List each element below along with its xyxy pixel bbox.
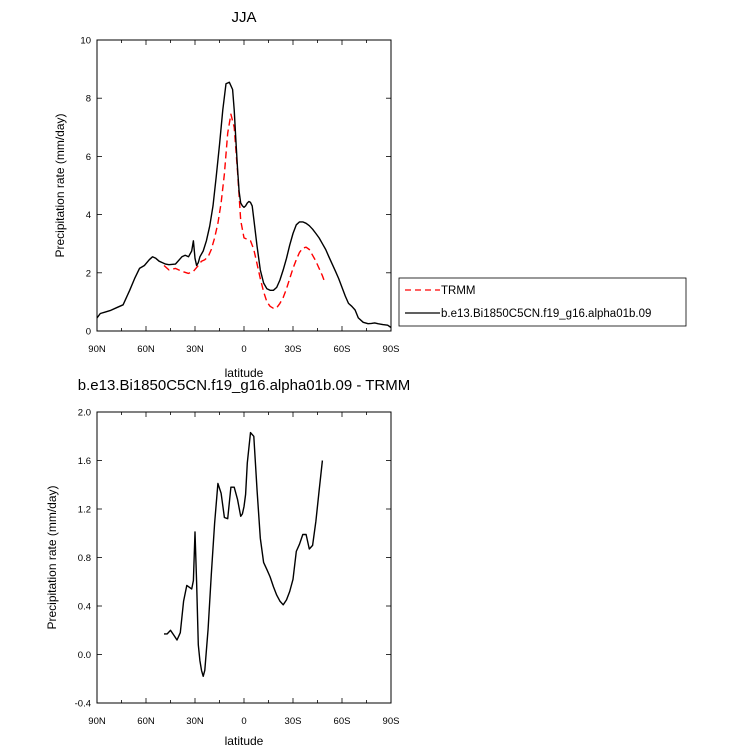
y-tick-label: 10 <box>80 36 91 47</box>
x-tick-label: 30N <box>186 716 204 727</box>
legend: TRMM b.e13.Bi1850C5CN.f19_g16.alpha01b.0… <box>398 277 687 327</box>
y-tick-label: 0.4 <box>78 602 91 613</box>
y-tick-label: 1.2 <box>78 505 91 516</box>
series-line-model <box>96 81 392 329</box>
plot-frame <box>96 411 392 704</box>
x-tick-label: 0 <box>241 716 246 727</box>
x-tick-label: 0 <box>241 344 246 355</box>
y-ticks: -0.4 0.0 0.4 0.8 1.2 1.6 2.0 <box>75 408 391 710</box>
y-tick-label: -0.4 <box>75 699 91 710</box>
y-axis-label: Precipitation rate (mm/day) <box>45 485 59 629</box>
x-tick-label: 90S <box>383 716 400 727</box>
x-tick-label: 30S <box>285 716 302 727</box>
x-axis-label: latitude <box>225 734 264 748</box>
x-tick-label: 90S <box>383 344 400 355</box>
x-tick-label: 60N <box>137 344 155 355</box>
x-tick-label: 60S <box>334 344 351 355</box>
x-ticks: 90N 60N 30N 0 30S 60S 90S <box>88 412 399 727</box>
series-group <box>164 431 324 677</box>
y-tick-label: 0.0 <box>78 650 91 661</box>
x-tick-label: 90N <box>88 716 106 727</box>
y-tick-label: 0.8 <box>78 553 91 564</box>
x-tick-label: 90N <box>88 344 106 355</box>
x-axis-label: latitude <box>225 366 264 380</box>
x-tick-label: 30S <box>285 344 302 355</box>
x-tick-label: 60S <box>334 716 351 727</box>
difference-panel: b.e13.Bi1850C5CN.f19_g16.alpha01b.09 - T… <box>45 377 410 748</box>
chart-title: b.e13.Bi1850C5CN.f19_g16.alpha01b.09 - T… <box>78 377 410 394</box>
x-tick-label: 30N <box>186 344 204 355</box>
plot-frame <box>96 39 392 332</box>
series-line-difference <box>164 431 324 677</box>
x-tick-label: 60N <box>137 716 155 727</box>
chart-title: JJA <box>231 9 256 26</box>
y-tick-label: 2.0 <box>78 408 91 419</box>
series-line-trmm <box>163 113 325 309</box>
y-axis-label: Precipitation rate (mm/day) <box>53 113 67 257</box>
y-tick-label: 8 <box>86 94 91 105</box>
precip-panel: JJA 0 2 4 6 8 10 90N 60N 30N 0 30S 60S 90S latitude… <box>53 9 399 380</box>
y-tick-label: 0 <box>86 327 91 338</box>
y-tick-label: 4 <box>86 210 91 221</box>
series-group <box>96 81 392 329</box>
legend-label-trmm: TRMM <box>441 285 476 297</box>
legend-label-model: b.e13.Bi1850C5CN.f19_g16.alpha01b.09 <box>441 308 651 320</box>
y-tick-label: 1.6 <box>78 456 91 467</box>
legend-box <box>398 277 687 327</box>
y-ticks: 0 2 4 6 8 10 <box>80 36 391 338</box>
y-tick-label: 2 <box>86 268 91 279</box>
y-tick-label: 6 <box>86 152 91 163</box>
